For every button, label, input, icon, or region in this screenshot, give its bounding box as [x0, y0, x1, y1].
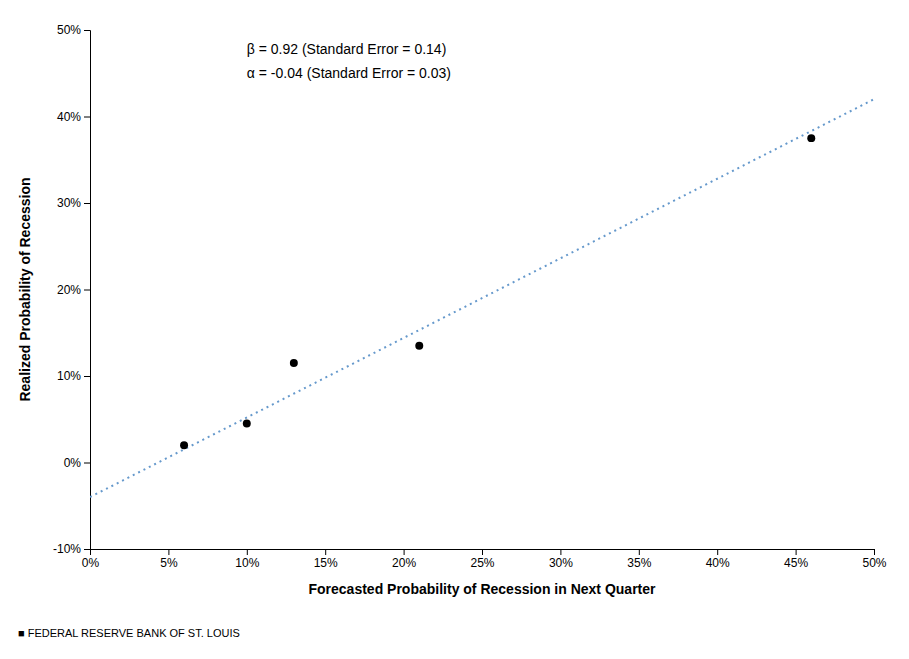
- tick: 15%: [314, 549, 338, 570]
- tick: 20%: [392, 549, 416, 570]
- regression-line: [90, 99, 874, 497]
- x-axis: 0% 5% 10% 15% 20% 25% 30% 35% 40% 45% 50%: [82, 549, 887, 570]
- tick-mark: [874, 549, 875, 555]
- x-axis-title: Forecasted Probability of Recession in N…: [309, 581, 657, 597]
- tick-mark: [717, 549, 718, 555]
- tick: 0%: [64, 456, 90, 470]
- point: [243, 420, 251, 428]
- y-axis: -10% 0% 10% 20% 30% 40% 50%: [53, 23, 91, 556]
- axis-line: [84, 31, 91, 550]
- tick-label: 20%: [57, 283, 81, 297]
- tick-mark: [796, 549, 797, 555]
- tick-label: 40%: [706, 556, 730, 570]
- annotation-text: α = -0.04 (Standard Error = 0.03): [247, 65, 451, 81]
- tick-label: 25%: [470, 556, 494, 570]
- tick-label: 0%: [64, 456, 82, 470]
- point: [807, 134, 815, 142]
- marks: [90, 99, 874, 497]
- tick-label: 20%: [392, 556, 416, 570]
- tick-label: 30%: [57, 196, 81, 210]
- axis-line: [91, 550, 875, 556]
- footer: ■ FEDERAL RESERVE BANK OF ST. LOUIS: [18, 627, 240, 639]
- tick-mark: [84, 203, 90, 204]
- tick: 10%: [57, 369, 90, 383]
- chart: 0%5%10%15%20%25%30%35%40%45%50%-10%0%10%…: [0, 0, 909, 659]
- tick: 35%: [627, 549, 651, 570]
- tick-label: 40%: [57, 110, 81, 124]
- point: [415, 342, 423, 350]
- tick: 50%: [57, 23, 90, 37]
- tick-mark: [639, 549, 640, 555]
- tick-label: 50%: [862, 556, 886, 570]
- tick: 45%: [784, 549, 808, 570]
- point: [180, 441, 188, 449]
- tick-label: 10%: [57, 369, 81, 383]
- tick-label: 35%: [627, 556, 651, 570]
- annotation-text: β = 0.92 (Standard Error = 0.14): [247, 41, 446, 57]
- tick: 30%: [57, 196, 90, 210]
- tick-mark: [168, 549, 169, 555]
- tick: 30%: [549, 549, 573, 570]
- tick: 50%: [862, 549, 886, 570]
- tick: 0%: [82, 549, 100, 570]
- tick-label: 30%: [549, 556, 573, 570]
- tick-label: 45%: [784, 556, 808, 570]
- tick-label: 15%: [314, 556, 338, 570]
- tick-mark: [84, 463, 90, 464]
- tick-label: 5%: [160, 556, 178, 570]
- tick-mark: [84, 376, 90, 377]
- tick-mark: [84, 30, 90, 31]
- tick: 10%: [235, 549, 259, 570]
- tick-mark: [84, 117, 90, 118]
- tick-label: 0%: [82, 556, 100, 570]
- tick: 25%: [470, 549, 494, 570]
- y-axis-title: Realized Probability of Recession: [17, 177, 33, 401]
- tick-label: -10%: [53, 542, 81, 556]
- tick-label: 10%: [235, 556, 259, 570]
- tick-mark: [560, 549, 561, 555]
- tick-mark: [325, 549, 326, 555]
- tick: 20%: [57, 283, 90, 297]
- tick-label: 50%: [57, 23, 81, 37]
- tick: 40%: [706, 549, 730, 570]
- tick-mark: [404, 549, 405, 555]
- point: [290, 359, 298, 367]
- tick: -10%: [53, 542, 90, 556]
- tick: 5%: [160, 549, 178, 570]
- plot: 0%5%10%15%20%25%30%35%40%45%50%-10%0%10%…: [53, 23, 887, 569]
- tick-mark: [84, 549, 90, 550]
- tick-mark: [482, 549, 483, 555]
- tick-mark: [84, 290, 90, 291]
- annotation: β = 0.92 (Standard Error = 0.14) α = -0.0…: [247, 41, 451, 81]
- tick: 40%: [57, 110, 90, 124]
- tick-mark: [247, 549, 248, 555]
